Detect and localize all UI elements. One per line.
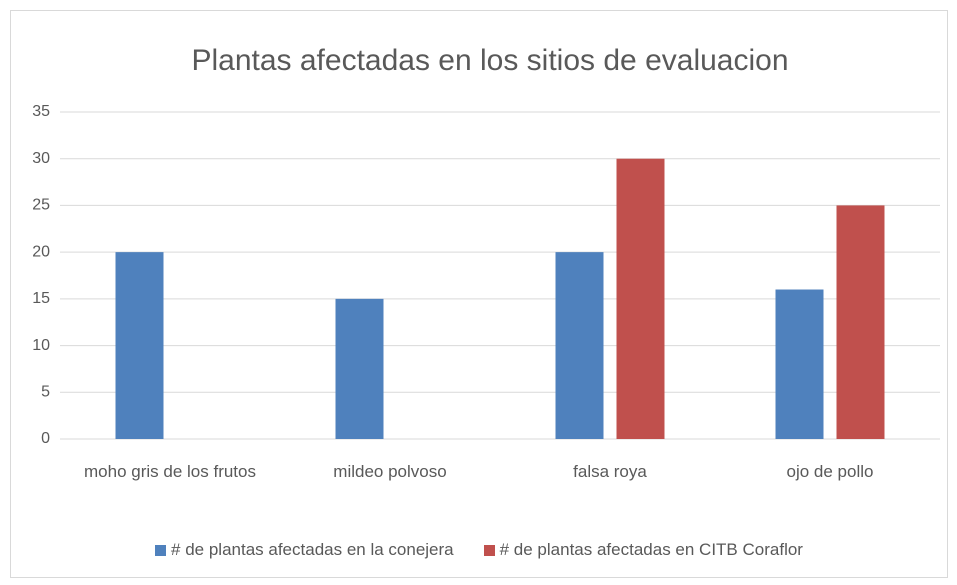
legend-label: # de plantas afectadas en CITB Coraflor <box>499 540 803 559</box>
legend-item: # de plantas afectadas en CITB Coraflor <box>483 540 803 560</box>
legend: # de plantas afectadas en la conejera # d… <box>10 540 948 560</box>
y-tick-label: 15 <box>32 290 50 307</box>
y-tick-label: 20 <box>32 243 50 260</box>
x-tick-label: ojo de pollo <box>786 462 874 481</box>
legend-label: # de plantas afectadas en la conejera <box>171 540 454 559</box>
y-tick-label: 35 <box>32 103 50 120</box>
legend-item: # de plantas afectadas en la conejera <box>155 540 454 560</box>
chart-title: Plantas afectadas en los sitios de evalu… <box>191 44 788 77</box>
y-tick-label: 10 <box>32 337 50 354</box>
bar <box>616 158 665 439</box>
x-tick-label: moho gris de los frutos <box>84 462 256 481</box>
x-tick-label: falsa roya <box>573 462 647 481</box>
bar <box>555 252 604 439</box>
bar <box>115 252 164 439</box>
legend-swatch <box>155 544 167 556</box>
bar <box>775 289 824 439</box>
x-tick-label: mildeo polvoso <box>333 462 447 481</box>
y-tick-label: 0 <box>41 430 50 447</box>
y-tick-label: 5 <box>41 384 50 401</box>
y-tick-label: 30 <box>32 150 50 167</box>
legend-swatch <box>483 544 495 556</box>
bar <box>836 205 885 439</box>
y-tick-label: 25 <box>32 197 50 214</box>
bar <box>335 298 384 439</box>
